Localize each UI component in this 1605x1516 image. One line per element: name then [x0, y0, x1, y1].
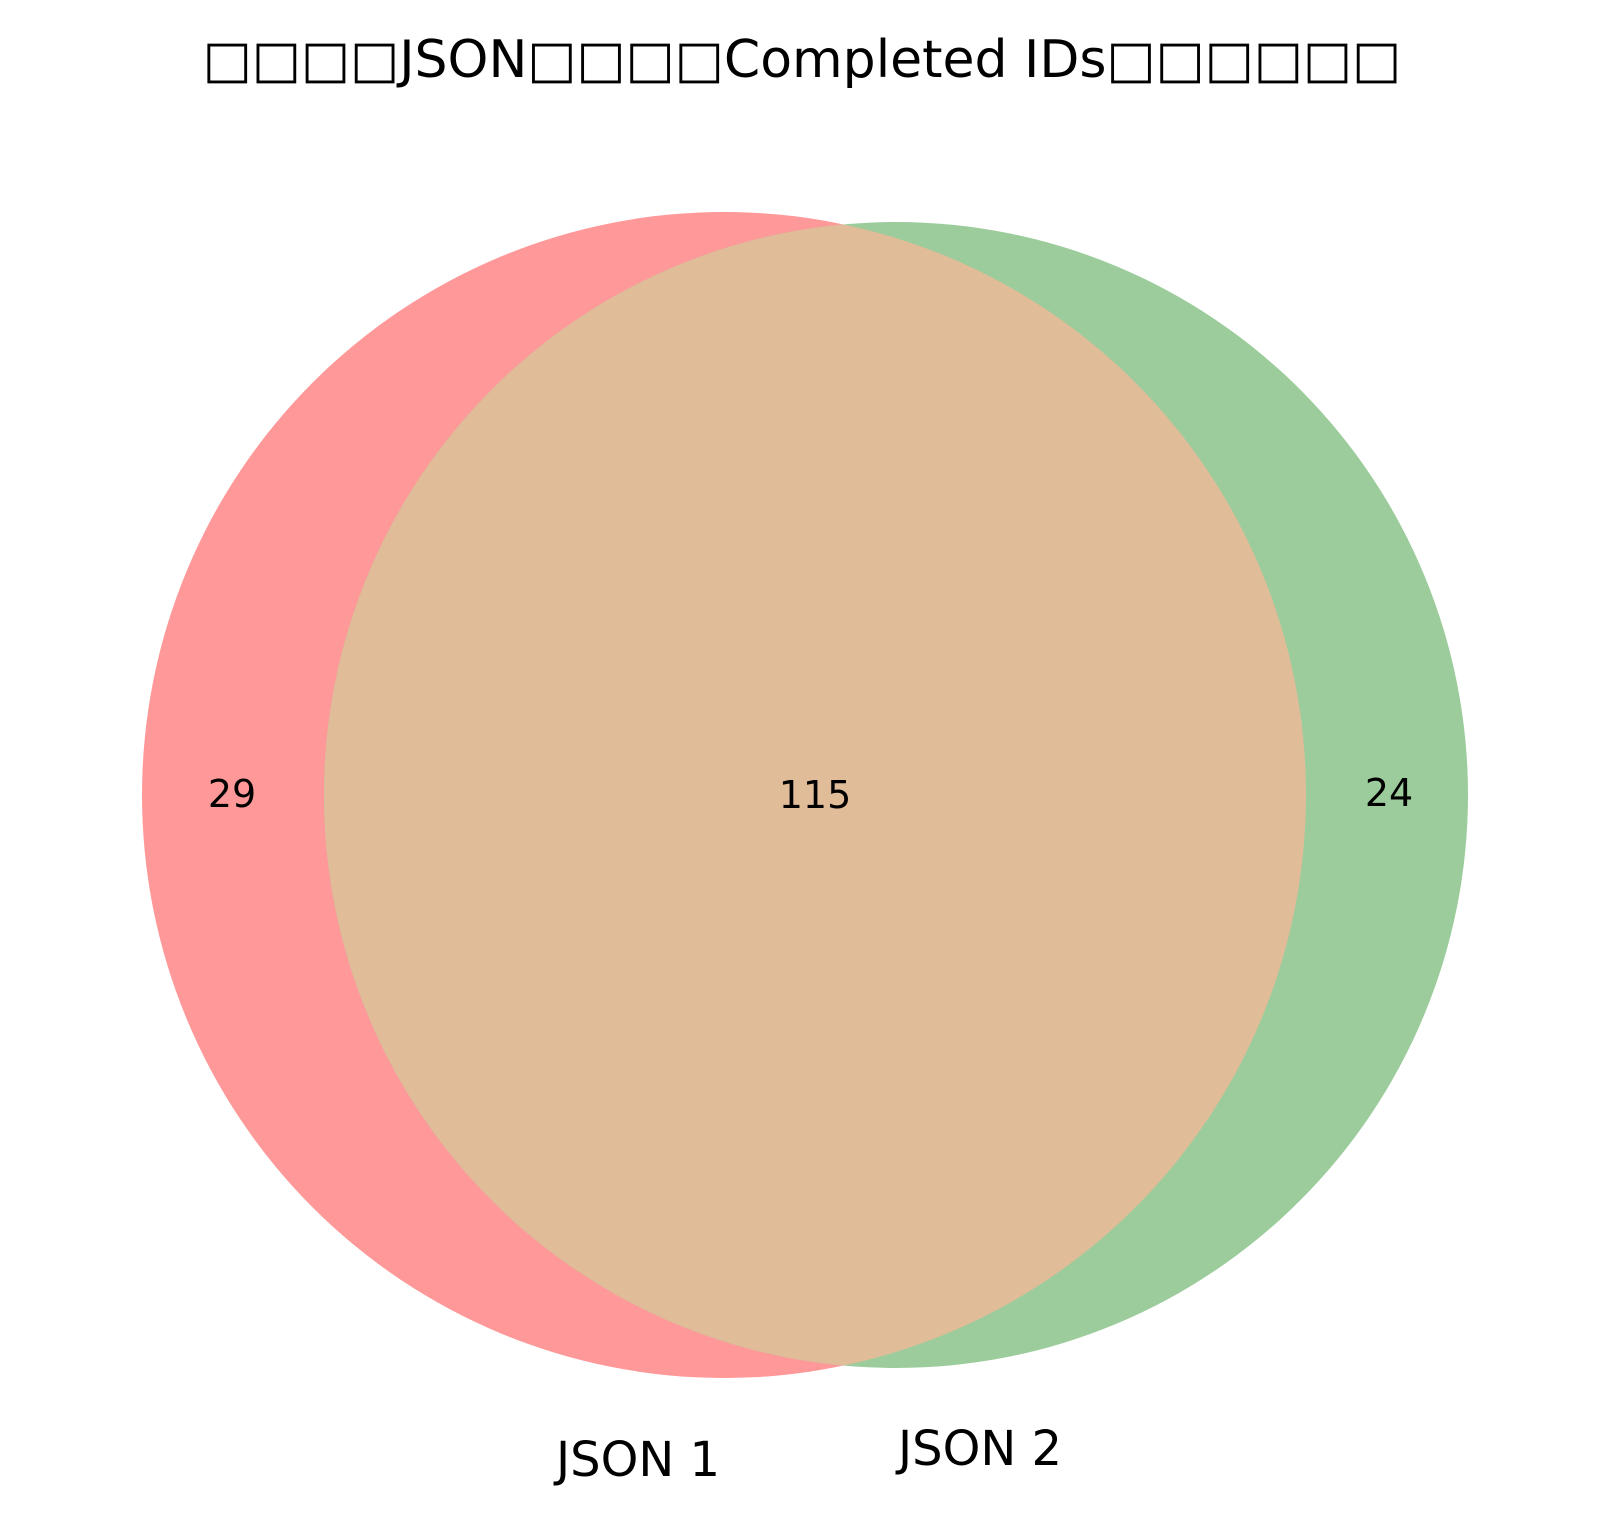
venn-set-label-json1: JSON 1	[553, 1432, 720, 1488]
chart-title: □□□□JSON□□□□Completed IDs□□□□□□	[203, 30, 1402, 90]
venn-count-intersection: 115	[779, 773, 852, 817]
venn-set-label-json2: JSON 2	[895, 1421, 1062, 1477]
venn-intersection-region	[324, 222, 1306, 1368]
venn-count-json2-only: 24	[1365, 771, 1413, 815]
venn-count-json1-only: 29	[208, 772, 256, 816]
